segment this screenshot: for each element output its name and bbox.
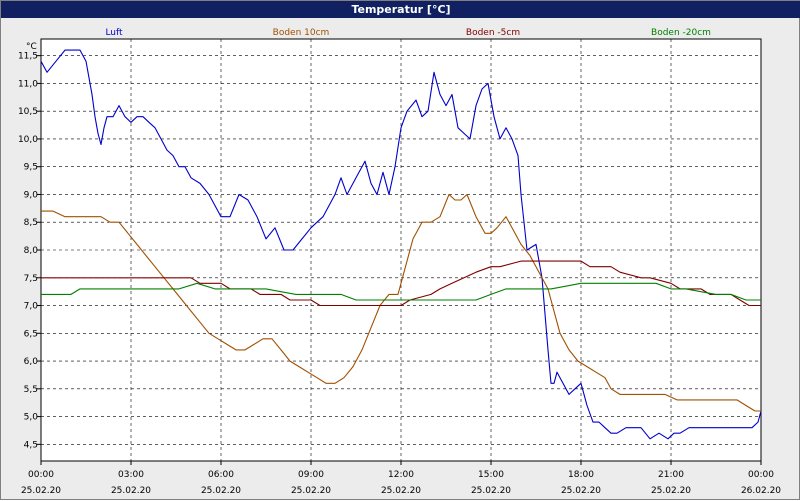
y-tick-label: 8,5 [24,218,38,228]
x-tick-date: 25.02.20 [381,486,421,496]
x-tick-date: 25.02.20 [651,486,691,496]
x-tick-date: 25.02.20 [291,486,331,496]
y-tick-label: 7,0 [24,302,39,312]
legend: Luft Boden 10cm Boden -5cm Boden -20cm [105,28,711,38]
y-tick-label: 6,5 [24,329,38,339]
x-tick-date: 25.02.20 [111,486,151,496]
y-tick-label: 5,0 [24,413,39,423]
x-tick-date: 25.02.20 [201,486,241,496]
chart-title: Temperatur [°C] [1,1,800,18]
y-tick-label: 8,0 [24,246,39,256]
x-tick-time: 15:00 [478,470,504,480]
series-line-3 [41,282,761,301]
series-lines [40,49,762,440]
legend-entry: Boden -5cm [466,28,520,38]
legend-entry: Luft [105,28,123,38]
y-tick-label: 4,5 [24,440,38,450]
legend-entry: Boden 10cm [273,28,330,38]
y-tick-label: 6,0 [24,357,39,367]
x-tick-date: 26.02.20 [741,486,781,496]
x-tick-date: 25.02.20 [561,486,601,496]
series-line-2 [41,260,761,307]
x-tick-time: 09:00 [298,470,324,480]
series-line-0 [40,49,762,440]
y-tick-label: 10,5 [18,107,38,117]
y-axis-unit: °C [26,42,37,52]
y-tick-label: 5,5 [24,385,38,395]
y-tick-label: 7,5 [24,274,38,284]
x-tick-time: 06:00 [208,470,234,480]
x-tick-time: 03:00 [118,470,144,480]
series-line-1 [41,193,761,412]
y-tick-label: 11,0 [18,79,38,89]
y-axis: 4,5 5,0 5,5 6,0 6,5 7,0 7,5 8,0 8,5 9,0 9,5 10,0 10,… [18,42,41,450]
x-axis: 00:00 25.02.20 03:00 25.02.20 06:00 25.02.20 0… [21,461,781,496]
x-tick-date: 25.02.20 [21,486,61,496]
x-tick-time: 00:00 [28,470,54,480]
y-tick-label: 9,0 [24,190,39,200]
x-tick-date: 25.02.20 [471,486,511,496]
y-tick-label: 10,0 [18,135,38,145]
y-tick-label: 11,5 [18,52,38,62]
legend-entry: Boden -20cm [651,28,711,38]
x-tick-time: 18:00 [568,470,594,480]
y-tick-label: 9,5 [24,163,38,173]
x-tick-time: 12:00 [388,470,414,480]
x-tick-time: 21:00 [658,470,684,480]
x-tick-time: 00:00 [748,470,774,480]
